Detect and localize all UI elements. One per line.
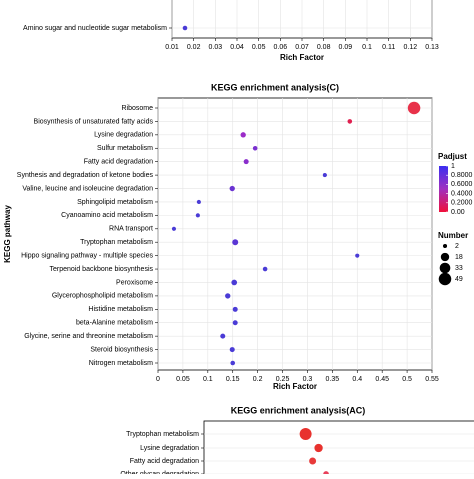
x-tick-label: 0.08 (317, 44, 331, 51)
y-tick-label: Sphingolipid metabolism (77, 199, 153, 206)
y-tick-label: Glycerophospholipid metabolism (52, 293, 153, 300)
x-tick-label: 0.05 (252, 44, 266, 51)
y-tick-label: Synthesis and degradation of ketone bodi… (17, 172, 154, 179)
x-tick-label: 0.4 (352, 376, 362, 383)
x-tick-label: 0.2 (253, 376, 263, 383)
y-tick-label: Lysine degradation (140, 445, 199, 452)
chart-title: KEGG enrichment analysis(AC) (231, 405, 366, 415)
y-tick-label: RNA transport (109, 226, 153, 233)
x-tick-label: 0.1 (203, 376, 213, 383)
point (299, 428, 312, 440)
point (262, 266, 268, 272)
y-tick-label: Peroxisome (116, 279, 153, 286)
y-tick-label: Nitrogen metabolism (89, 360, 153, 367)
y-tick-label: beta-Alanine metabolism (76, 320, 153, 327)
legend-title: Padjust (438, 152, 467, 161)
x-tick-label: 0.02 (187, 44, 201, 51)
point (225, 293, 231, 299)
point (229, 347, 235, 353)
y-tick-label: Terpenoid backbone biosynthesis (49, 266, 153, 273)
x-tick-label: 0.25 (276, 376, 290, 383)
legend-label: 33 (455, 265, 463, 272)
point (243, 159, 249, 165)
point (171, 226, 177, 231)
x-tick-label: 0.01 (165, 44, 179, 51)
y-tick-label: Fatty acid degradation (84, 159, 153, 166)
point (195, 213, 200, 218)
y-tick-label: Cyanoamino acid metabolism (61, 212, 153, 219)
point (232, 239, 239, 246)
plot-area (157, 97, 433, 371)
colorbar-label: 0.4000 (451, 190, 473, 197)
point (231, 279, 238, 286)
y-tick-label: Lysine degradation (94, 132, 153, 139)
y-tick-label: Fatty acid degradation (130, 458, 199, 465)
point (407, 101, 421, 115)
point (322, 173, 327, 178)
point (347, 119, 353, 124)
x-tick-label: 0 (156, 376, 160, 383)
x-tick-label: 0.06 (274, 44, 288, 51)
point (240, 132, 246, 138)
point (229, 185, 235, 192)
plot-area (203, 420, 474, 479)
y-tick-label: Tryptophan metabolism (126, 431, 199, 438)
point (314, 443, 323, 453)
colorbar-label: 0.00 (451, 209, 465, 216)
x-tick-label: 0.03 (209, 44, 223, 51)
y-tick-label: Tryptophan metabolism (80, 239, 153, 246)
legend-label: 49 (455, 276, 463, 283)
point (355, 253, 360, 258)
x-tick-label: 0.45 (375, 376, 389, 383)
legend-marker (439, 262, 451, 274)
y-axis-label: KEGG pathway (3, 205, 12, 263)
x-tick-label: 0.13 (425, 44, 439, 51)
y-tick-label: Glycine, serine and threonine metabolism (24, 333, 153, 340)
colorbar-label: 1 (451, 163, 455, 170)
legend-marker (440, 252, 450, 262)
point (232, 320, 238, 326)
point (196, 199, 201, 205)
y-tick-label: Sulfur metabolism (97, 145, 153, 152)
y-tick-label: Biosynthesis of unsaturated fatty acids (34, 118, 154, 125)
point (230, 360, 236, 366)
y-tick-label: Hippo signaling pathway - multiple speci… (21, 252, 153, 259)
x-tick-label: 0.09 (339, 44, 353, 51)
y-tick-label: Ribosome (121, 105, 153, 112)
x-tick-label: 0.11 (382, 44, 395, 51)
point (252, 145, 258, 151)
colorbar (439, 166, 448, 212)
y-tick-label: Histidine metabolism (88, 306, 153, 313)
x-tick-label: 0.1 (362, 44, 372, 51)
x-axis-label: Rich Factor (280, 53, 324, 62)
y-tick-label: Steroid biosynthesis (90, 346, 153, 353)
x-tick-label: 0.55 (425, 376, 439, 383)
legend-title: Number (438, 231, 468, 240)
legend-marker (442, 243, 448, 249)
x-tick-label: 0.12 (404, 44, 418, 51)
point (182, 25, 188, 31)
point (309, 457, 317, 465)
x-tick-label: 0.15 (226, 376, 240, 383)
x-axis-label: Rich Factor (273, 382, 317, 391)
x-tick-label: 0.04 (230, 44, 244, 51)
y-tick-label: Valine, leucine and isoleucine degradati… (22, 185, 153, 192)
x-tick-label: 0.5 (402, 376, 412, 383)
chart-title: KEGG enrichment analysis(C) (211, 82, 339, 92)
x-tick-label: 0.35 (326, 376, 340, 383)
colorbar-label: 0.8000 (451, 172, 473, 179)
y-tick-label: Amino sugar and nucleotide sugar metabol… (23, 25, 167, 32)
x-tick-label: 0.07 (295, 44, 309, 51)
point (232, 306, 238, 312)
legend-label: 18 (455, 254, 463, 261)
colorbar-label: 0.6000 (451, 181, 473, 188)
legend-label: 2 (455, 243, 459, 250)
point (220, 333, 226, 339)
x-tick-label: 0.05 (176, 376, 190, 383)
legend-marker (438, 272, 452, 286)
x-tick-label: 0.3 (303, 376, 313, 383)
colorbar-label: 0.2000 (451, 200, 473, 207)
